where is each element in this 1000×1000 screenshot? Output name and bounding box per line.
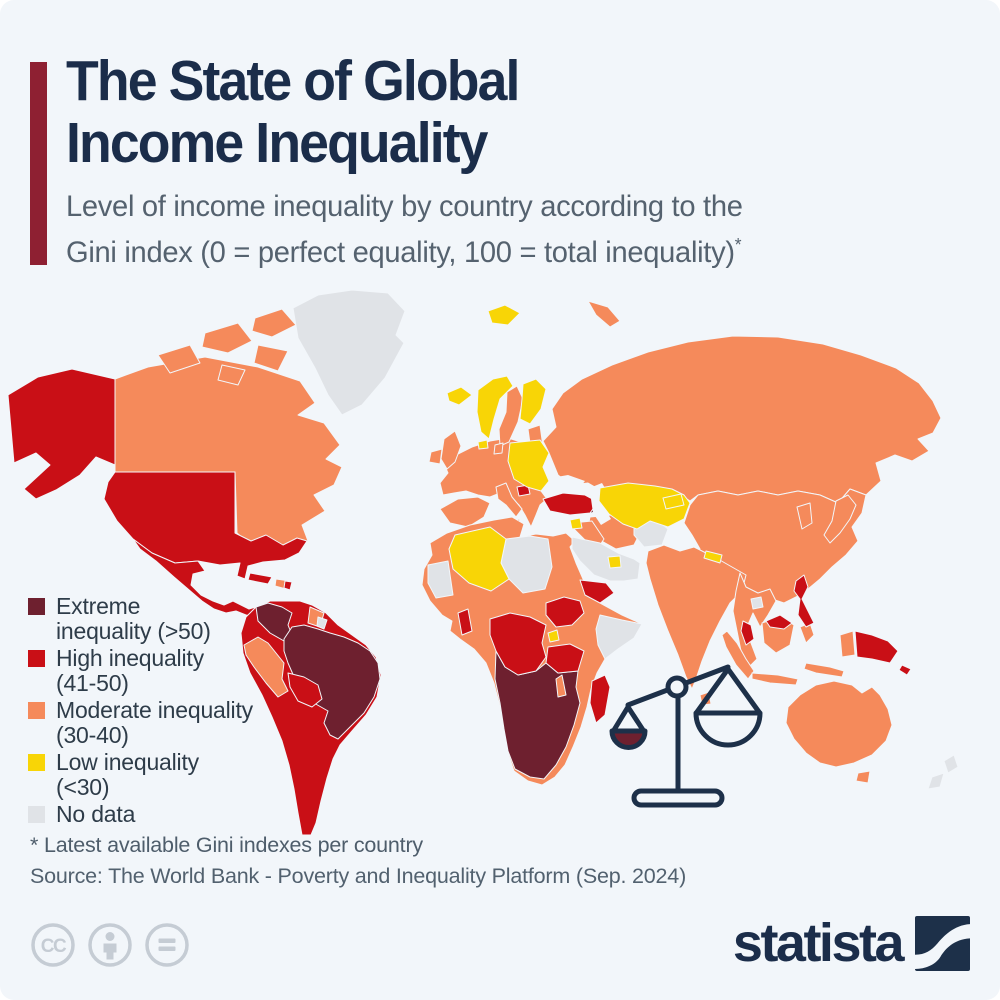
legend-swatch-no-data: [28, 806, 45, 823]
cc-nd-icon[interactable]: [144, 922, 190, 968]
balance-scale-icon: [609, 664, 763, 808]
legend-item-low: Low inequality (<30): [28, 750, 253, 800]
country-japan: [823, 494, 857, 544]
legend-swatch-high: [28, 650, 45, 667]
country-australia: [785, 680, 893, 768]
footnote: * Latest available Gini indexes per coun…: [30, 833, 423, 857]
legend-item-extreme: Extreme inequality (>50): [28, 594, 253, 644]
country-saudi-arabia: [571, 536, 641, 582]
country-kazakhstan: [598, 482, 691, 530]
scale-pivot: [665, 675, 689, 699]
map-legend: Extreme inequality (>50) High inequality(…: [28, 594, 253, 827]
regions-moderate-overlay: [243, 606, 567, 698]
world-map: [7, 289, 959, 836]
region-central-africa: [489, 612, 547, 676]
country-india: [645, 544, 747, 690]
country-philippines: [793, 574, 815, 628]
regions-low: [446, 304, 723, 643]
license-icons: CC: [30, 922, 190, 968]
legend-item-high: High inequality (41-50): [28, 646, 253, 696]
country-iceland: [446, 386, 473, 406]
scale-left-bowl: [609, 728, 648, 750]
page-title: The State of Global Income Inequality: [66, 49, 520, 175]
title-accent-bar: [30, 62, 47, 265]
legend-swatch-extreme: [28, 598, 45, 615]
region-alaska: [7, 368, 116, 500]
legend-item-moderate: Moderate inequality (30-40): [28, 698, 253, 748]
country-norway: [476, 375, 514, 440]
regions-no-data: [292, 289, 959, 790]
subtitle: Level of income inequality by country ac…: [66, 190, 743, 269]
country-turkey: [542, 492, 599, 516]
country-usa: [103, 471, 308, 580]
regions-high-overlay: [287, 484, 912, 724]
footnote-marker: *: [734, 235, 742, 255]
statista-brand[interactable]: statista: [733, 914, 970, 972]
country-peru: [243, 636, 289, 698]
legend-swatch-low: [28, 754, 45, 771]
country-russia: [542, 335, 942, 504]
country-mexico: [132, 538, 263, 618]
country-greenland: [292, 289, 406, 416]
statista-wordmark: statista: [732, 913, 905, 973]
statista-logo-icon: [915, 915, 970, 971]
legend-item-no-data: No data: [28, 802, 253, 827]
cc-icon[interactable]: CC: [30, 922, 76, 968]
region-eastern-europe: [507, 439, 550, 492]
svg-text:CC: CC: [41, 936, 67, 957]
scale-right-bowl: [693, 710, 763, 748]
source-line: Source: The World Bank - Poverty and Ine…: [30, 864, 687, 888]
legend-swatch-moderate: [28, 702, 45, 719]
cc-attribution-icon[interactable]: [87, 922, 133, 968]
country-madagascar: [589, 674, 611, 724]
country-new-zealand: [943, 754, 959, 774]
country-algeria: [448, 526, 510, 592]
country-finland: [519, 378, 547, 425]
